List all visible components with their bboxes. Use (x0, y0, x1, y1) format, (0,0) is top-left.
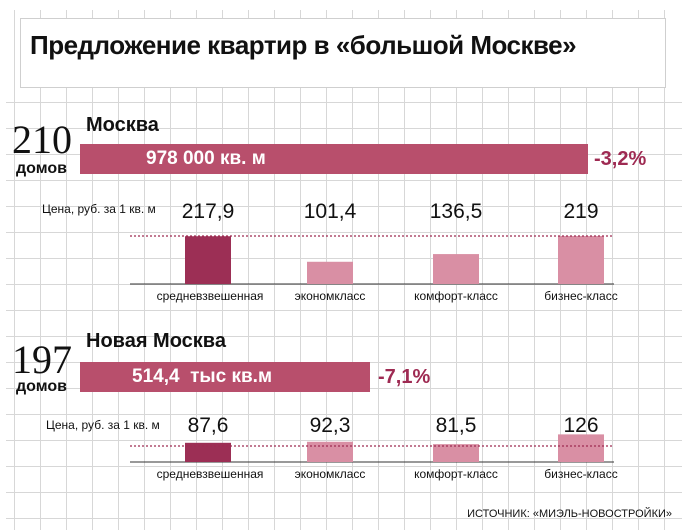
newmoscow-supply-value: 514,4 (132, 366, 180, 387)
moscow-category-label-0: средневзвешенная (157, 289, 264, 303)
newmoscow-value-label-0: 87,6 (188, 414, 229, 437)
moscow-bar-2 (433, 254, 479, 284)
moscow-category-label-3: бизнес-класс (544, 289, 617, 303)
newmoscow-section-title: Новая Москва (86, 330, 226, 352)
newmoscow-supply-unit: тыс кв.м (190, 366, 273, 387)
newmoscow-houses-word: домов (16, 378, 67, 395)
moscow-category-label-2: комфорт-класс (414, 289, 498, 303)
moscow-supply-unit: кв. м (219, 148, 266, 169)
source-note: ИСТОЧНИК: «МИЭЛЬ-НОВОСТРОЙКИ» (467, 508, 672, 520)
moscow-price-caption: Цена, руб. за 1 кв. м (42, 202, 156, 216)
moscow-value-label-0: 217,9 (182, 200, 235, 223)
newmoscow-category-label-1: экономкласс (295, 467, 366, 481)
moscow-houses-count: 210 (12, 117, 72, 162)
newmoscow-houses-count: 197 (12, 337, 72, 382)
moscow-supply-value: 978 000 (146, 148, 215, 169)
newmoscow-supply-bar (80, 362, 370, 392)
moscow-section-title: Москва (86, 114, 159, 136)
newmoscow-supply-label: 514,4 тыс кв.м (132, 366, 272, 388)
newmoscow-category-label-0: средневзвешенная (157, 467, 264, 481)
moscow-category-label-1: экономкласс (295, 289, 366, 303)
newmoscow-value-label-2: 81,5 (436, 414, 477, 437)
moscow-value-label-1: 101,4 (304, 200, 357, 223)
moscow-houses-word: домов (16, 160, 67, 177)
newmoscow-change: -7,1% (378, 366, 431, 388)
newmoscow-price-caption: Цена, руб. за 1 кв. м (46, 418, 160, 432)
newmoscow-category-label-2: комфорт-класс (414, 467, 498, 481)
newmoscow-value-label-3: 126 (563, 414, 598, 437)
moscow-bar-1 (307, 261, 353, 284)
newmoscow-bar-0 (185, 442, 231, 462)
newmoscow-bar-1 (307, 441, 353, 462)
moscow-bar-0 (185, 236, 231, 284)
moscow-bar-3 (558, 236, 604, 284)
newmoscow-bar-2 (433, 444, 479, 462)
moscow-change: -3,2% (594, 148, 647, 170)
chart-title: Предложение квартир в «большой Москве» (30, 30, 577, 60)
newmoscow-value-label-1: 92,3 (310, 414, 351, 437)
title-box (20, 18, 666, 88)
moscow-supply-label: 978 000 кв. м (146, 148, 266, 170)
moscow-value-label-3: 219 (563, 200, 598, 223)
newmoscow-bar-3 (558, 434, 604, 462)
moscow-value-label-2: 136,5 (430, 200, 483, 223)
moscow-supply-bar (80, 144, 588, 174)
newmoscow-category-label-3: бизнес-класс (544, 467, 617, 481)
